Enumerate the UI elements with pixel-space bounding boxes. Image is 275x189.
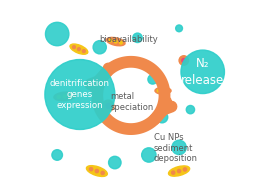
Circle shape <box>82 50 85 53</box>
Circle shape <box>177 170 181 173</box>
Circle shape <box>45 60 115 129</box>
Circle shape <box>142 148 156 162</box>
Circle shape <box>106 103 111 108</box>
Circle shape <box>114 40 117 43</box>
Circle shape <box>106 66 110 70</box>
Circle shape <box>52 150 62 160</box>
Ellipse shape <box>155 87 171 94</box>
Ellipse shape <box>70 44 88 54</box>
Text: metal
speciation: metal speciation <box>110 92 153 112</box>
Circle shape <box>163 98 171 106</box>
Circle shape <box>148 75 157 84</box>
Circle shape <box>165 100 169 104</box>
Circle shape <box>78 48 80 51</box>
Circle shape <box>162 90 164 92</box>
Circle shape <box>101 171 104 174</box>
Circle shape <box>109 39 112 42</box>
Circle shape <box>120 41 122 44</box>
Text: Cu NPs
sediment
deposition: Cu NPs sediment deposition <box>153 133 197 163</box>
Ellipse shape <box>54 92 76 101</box>
Circle shape <box>93 41 106 54</box>
Circle shape <box>69 94 72 97</box>
Ellipse shape <box>106 37 125 46</box>
Circle shape <box>109 156 121 169</box>
Circle shape <box>176 25 183 32</box>
Circle shape <box>63 95 66 98</box>
Circle shape <box>156 112 168 123</box>
Circle shape <box>95 170 98 173</box>
Text: bioavailability: bioavailability <box>100 35 158 44</box>
Circle shape <box>179 56 189 65</box>
Text: N₂
release: N₂ release <box>181 57 224 87</box>
Circle shape <box>181 50 224 94</box>
Circle shape <box>73 46 75 49</box>
Circle shape <box>182 59 186 62</box>
Circle shape <box>157 90 160 92</box>
Circle shape <box>103 100 114 112</box>
Circle shape <box>172 171 175 174</box>
Circle shape <box>89 168 93 171</box>
Circle shape <box>186 105 195 114</box>
Circle shape <box>183 168 186 171</box>
Circle shape <box>166 90 169 92</box>
Circle shape <box>172 140 186 155</box>
Ellipse shape <box>169 166 190 176</box>
Circle shape <box>45 22 69 46</box>
Circle shape <box>57 95 60 98</box>
Circle shape <box>133 33 142 43</box>
Circle shape <box>103 63 113 73</box>
Text: denitrification
genes
expression: denitrification genes expression <box>50 79 110 110</box>
Ellipse shape <box>86 166 107 177</box>
